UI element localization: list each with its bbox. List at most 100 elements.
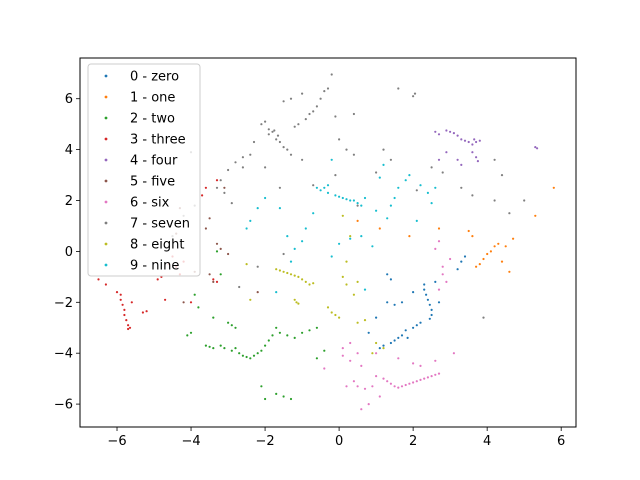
data-point-0 <box>367 331 370 334</box>
data-point-0 <box>419 321 422 324</box>
data-point-7 <box>493 158 496 161</box>
data-point-8 <box>286 271 289 275</box>
data-point-2 <box>293 336 296 339</box>
data-point-9 <box>356 202 359 205</box>
data-point-3 <box>97 278 100 281</box>
data-point-5 <box>212 280 215 283</box>
data-point-6 <box>360 364 363 367</box>
data-point-5 <box>227 252 230 256</box>
data-point-5 <box>219 247 222 250</box>
data-point-8 <box>371 352 374 355</box>
data-point-7 <box>352 112 355 116</box>
data-point-6 <box>400 385 404 388</box>
data-point-7 <box>238 285 241 289</box>
data-point-8 <box>312 282 315 285</box>
data-point-0 <box>423 288 426 291</box>
data-point-9 <box>371 245 374 248</box>
data-point-1 <box>475 265 478 268</box>
y-tick-label: −4 <box>54 347 73 362</box>
data-point-2 <box>282 395 285 398</box>
data-point-2 <box>264 397 267 401</box>
data-point-9 <box>323 186 326 189</box>
data-point-7 <box>308 112 311 116</box>
data-point-4 <box>471 143 474 146</box>
data-point-7 <box>275 138 278 141</box>
data-point-2 <box>193 293 196 296</box>
data-point-2 <box>219 273 222 276</box>
data-point-4 <box>460 138 463 141</box>
data-point-8 <box>349 235 352 238</box>
data-point-2 <box>278 331 281 334</box>
data-point-4 <box>434 130 437 133</box>
data-point-9 <box>352 199 355 202</box>
y-tick-label: 6 <box>65 92 73 107</box>
data-point-7 <box>334 174 337 177</box>
data-point-2 <box>227 321 230 324</box>
data-point-7 <box>508 212 511 215</box>
data-point-6 <box>437 288 441 291</box>
data-point-8 <box>293 274 296 277</box>
data-point-6 <box>363 387 367 390</box>
y-tick-label: 2 <box>65 194 73 209</box>
data-point-3 <box>189 301 193 304</box>
data-point-8 <box>375 341 378 345</box>
data-point-4 <box>437 158 441 161</box>
data-point-9 <box>286 235 289 238</box>
data-point-2 <box>286 334 289 337</box>
data-point-2 <box>215 250 219 253</box>
data-point-7 <box>219 179 222 182</box>
data-point-4 <box>445 151 448 154</box>
data-point-1 <box>500 260 504 263</box>
data-point-8 <box>282 270 285 273</box>
data-point-6 <box>415 380 418 383</box>
data-point-7 <box>430 166 433 169</box>
data-point-0 <box>430 308 433 311</box>
data-point-2 <box>234 347 237 350</box>
data-point-0 <box>378 347 381 350</box>
data-point-2 <box>260 349 263 352</box>
data-point-2 <box>315 326 318 329</box>
data-point-6 <box>323 367 326 370</box>
data-point-4 <box>467 140 470 144</box>
data-point-7 <box>334 115 337 118</box>
data-point-7 <box>471 194 474 197</box>
data-point-9 <box>434 186 437 189</box>
data-point-2 <box>245 355 248 359</box>
data-point-7 <box>412 95 415 98</box>
data-point-2 <box>189 331 193 334</box>
data-point-0 <box>393 339 396 342</box>
data-point-7 <box>326 87 330 90</box>
data-point-0 <box>412 291 415 294</box>
data-point-7 <box>278 140 281 144</box>
data-point-1 <box>437 227 441 230</box>
legend-label: 8 - eight <box>130 238 184 253</box>
data-point-4 <box>445 129 448 132</box>
data-point-6 <box>426 376 429 379</box>
data-point-6 <box>356 352 359 355</box>
data-point-9 <box>349 237 352 240</box>
legend-marker <box>104 74 108 78</box>
data-point-7 <box>312 110 315 113</box>
data-point-2 <box>197 306 200 309</box>
data-point-6 <box>412 381 415 384</box>
data-point-3 <box>123 313 126 317</box>
data-point-3 <box>141 311 144 314</box>
data-point-9 <box>256 207 259 210</box>
data-point-7 <box>241 156 244 159</box>
data-point-1 <box>471 235 474 238</box>
data-point-8 <box>341 214 344 217</box>
y-tick-label: −2 <box>54 296 73 311</box>
plot-frame <box>79 57 577 428</box>
x-tick-label: −4 <box>181 434 200 449</box>
data-point-9 <box>289 260 293 263</box>
data-point-6 <box>449 257 452 261</box>
data-point-0 <box>430 313 433 317</box>
data-point-4 <box>478 139 481 142</box>
data-point-9 <box>304 227 307 230</box>
data-point-5 <box>182 301 185 304</box>
data-point-4 <box>463 139 467 142</box>
data-point-9 <box>419 184 422 187</box>
data-point-8 <box>326 306 330 309</box>
data-point-7 <box>215 186 219 189</box>
data-point-7 <box>315 105 318 108</box>
